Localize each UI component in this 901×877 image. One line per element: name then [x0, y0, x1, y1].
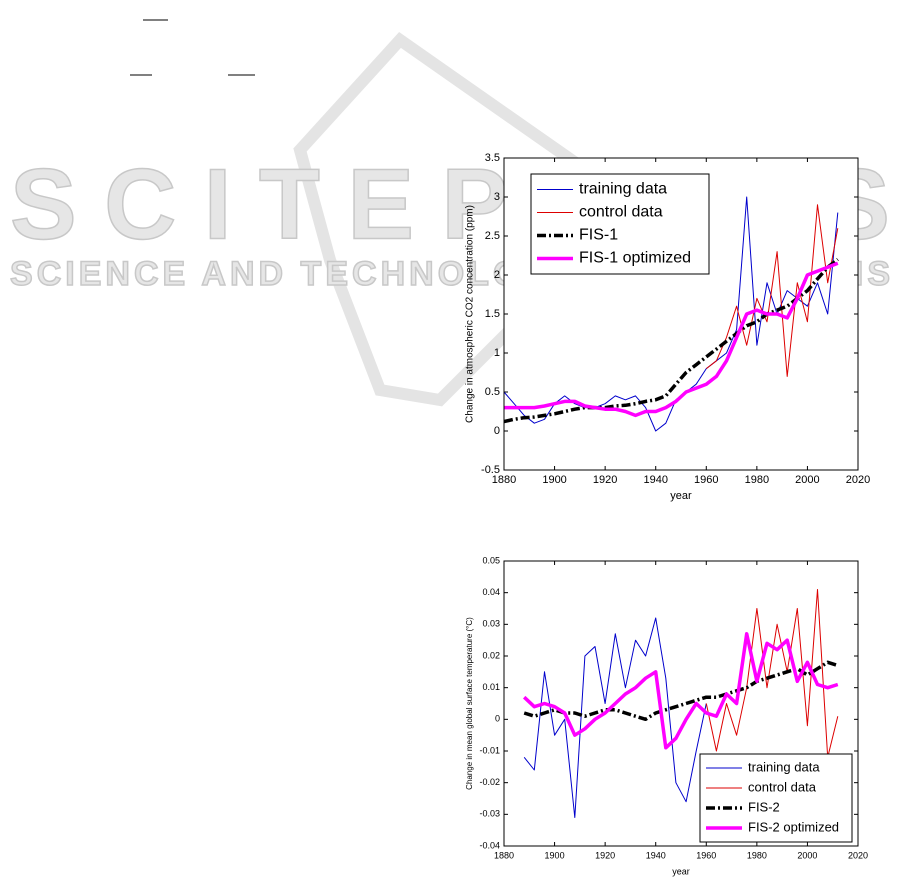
x-tick-label: 2000 — [795, 474, 819, 486]
y-tick-label: -0.01 — [479, 745, 500, 755]
data-line — [503, 258, 839, 424]
y-tick-label: 0 — [494, 425, 500, 437]
y-tick-label: 3.5 — [485, 152, 500, 164]
y-tick-label: -0.5 — [481, 464, 500, 476]
x-axis-label: year — [670, 490, 692, 502]
y-axis-label: Change in atmospheric CO2 concentration … — [465, 205, 476, 423]
x-tick-label: 2020 — [846, 474, 870, 486]
x-tick-label: 1980 — [747, 850, 767, 860]
y-tick-label: 2 — [494, 269, 500, 281]
data-line — [523, 617, 707, 818]
x-tick-label: 2000 — [797, 850, 817, 860]
data-line — [705, 204, 839, 377]
x-tick-label: 1960 — [694, 474, 718, 486]
y-tick-label: 0.05 — [482, 555, 500, 565]
y-tick-label: 0.02 — [482, 650, 500, 660]
x-tick-label: 1960 — [696, 850, 716, 860]
x-tick-label: 1880 — [492, 474, 516, 486]
data-line — [504, 261, 839, 418]
y-tick-label: 0.04 — [482, 587, 500, 597]
y-tick-label: 0.01 — [482, 682, 500, 692]
legend-label: control data — [748, 779, 817, 794]
y-tick-label: 2.5 — [485, 230, 500, 242]
legend-label: control data — [579, 204, 663, 221]
y-tick-label: 1.5 — [485, 308, 500, 320]
legend-label: FIS-2 — [748, 799, 780, 814]
data-line — [523, 632, 839, 750]
x-tick-label: 1900 — [542, 474, 566, 486]
x-tick-label: 1920 — [595, 850, 615, 860]
plot-frame — [503, 560, 859, 847]
chart: -0.04 -0.03 -0.02 -0.01 0 0.01 0.02 0.03 0.04 0.0… — [465, 555, 868, 876]
legend-label: FIS-1 — [579, 227, 618, 244]
x-tick-label: 1940 — [643, 474, 667, 486]
data-line — [705, 589, 839, 758]
legend-label: training data — [579, 181, 667, 198]
y-tick-label: 0.03 — [482, 619, 500, 629]
y-tick-label: -0.03 — [479, 809, 500, 819]
y-axis-label: Change in mean global surface temperatur… — [465, 617, 474, 790]
legend-label: FIS-2 optimized — [748, 819, 839, 834]
legend-label: FIS-1 optimized — [579, 250, 691, 267]
chart: -0.5 0 0.5 1 1.5 2 2.5 3 3.5 1880 1900 1920 1940 1960… — [465, 152, 871, 502]
y-tick-label: 3 — [494, 191, 500, 203]
x-tick-label: 1980 — [745, 474, 769, 486]
x-tick-label: 1920 — [593, 474, 617, 486]
y-tick-label: 1 — [494, 347, 500, 359]
y-tick-label: -0.04 — [479, 840, 500, 850]
y-tick-label: -0.02 — [479, 777, 500, 787]
x-tick-label: 1940 — [646, 850, 666, 860]
plot-frame — [503, 157, 859, 471]
data-line — [503, 196, 839, 432]
x-tick-label: 1880 — [494, 850, 514, 860]
legend-label: training data — [748, 759, 820, 774]
x-axis-label: year — [672, 866, 690, 876]
watermark-logo — [293, 32, 608, 407]
data-line — [523, 660, 839, 722]
y-tick-label: 0 — [495, 714, 500, 724]
x-tick-label: 1900 — [545, 850, 565, 860]
x-tick-label: 2020 — [848, 850, 868, 860]
y-tick-label: 0.5 — [485, 386, 500, 398]
